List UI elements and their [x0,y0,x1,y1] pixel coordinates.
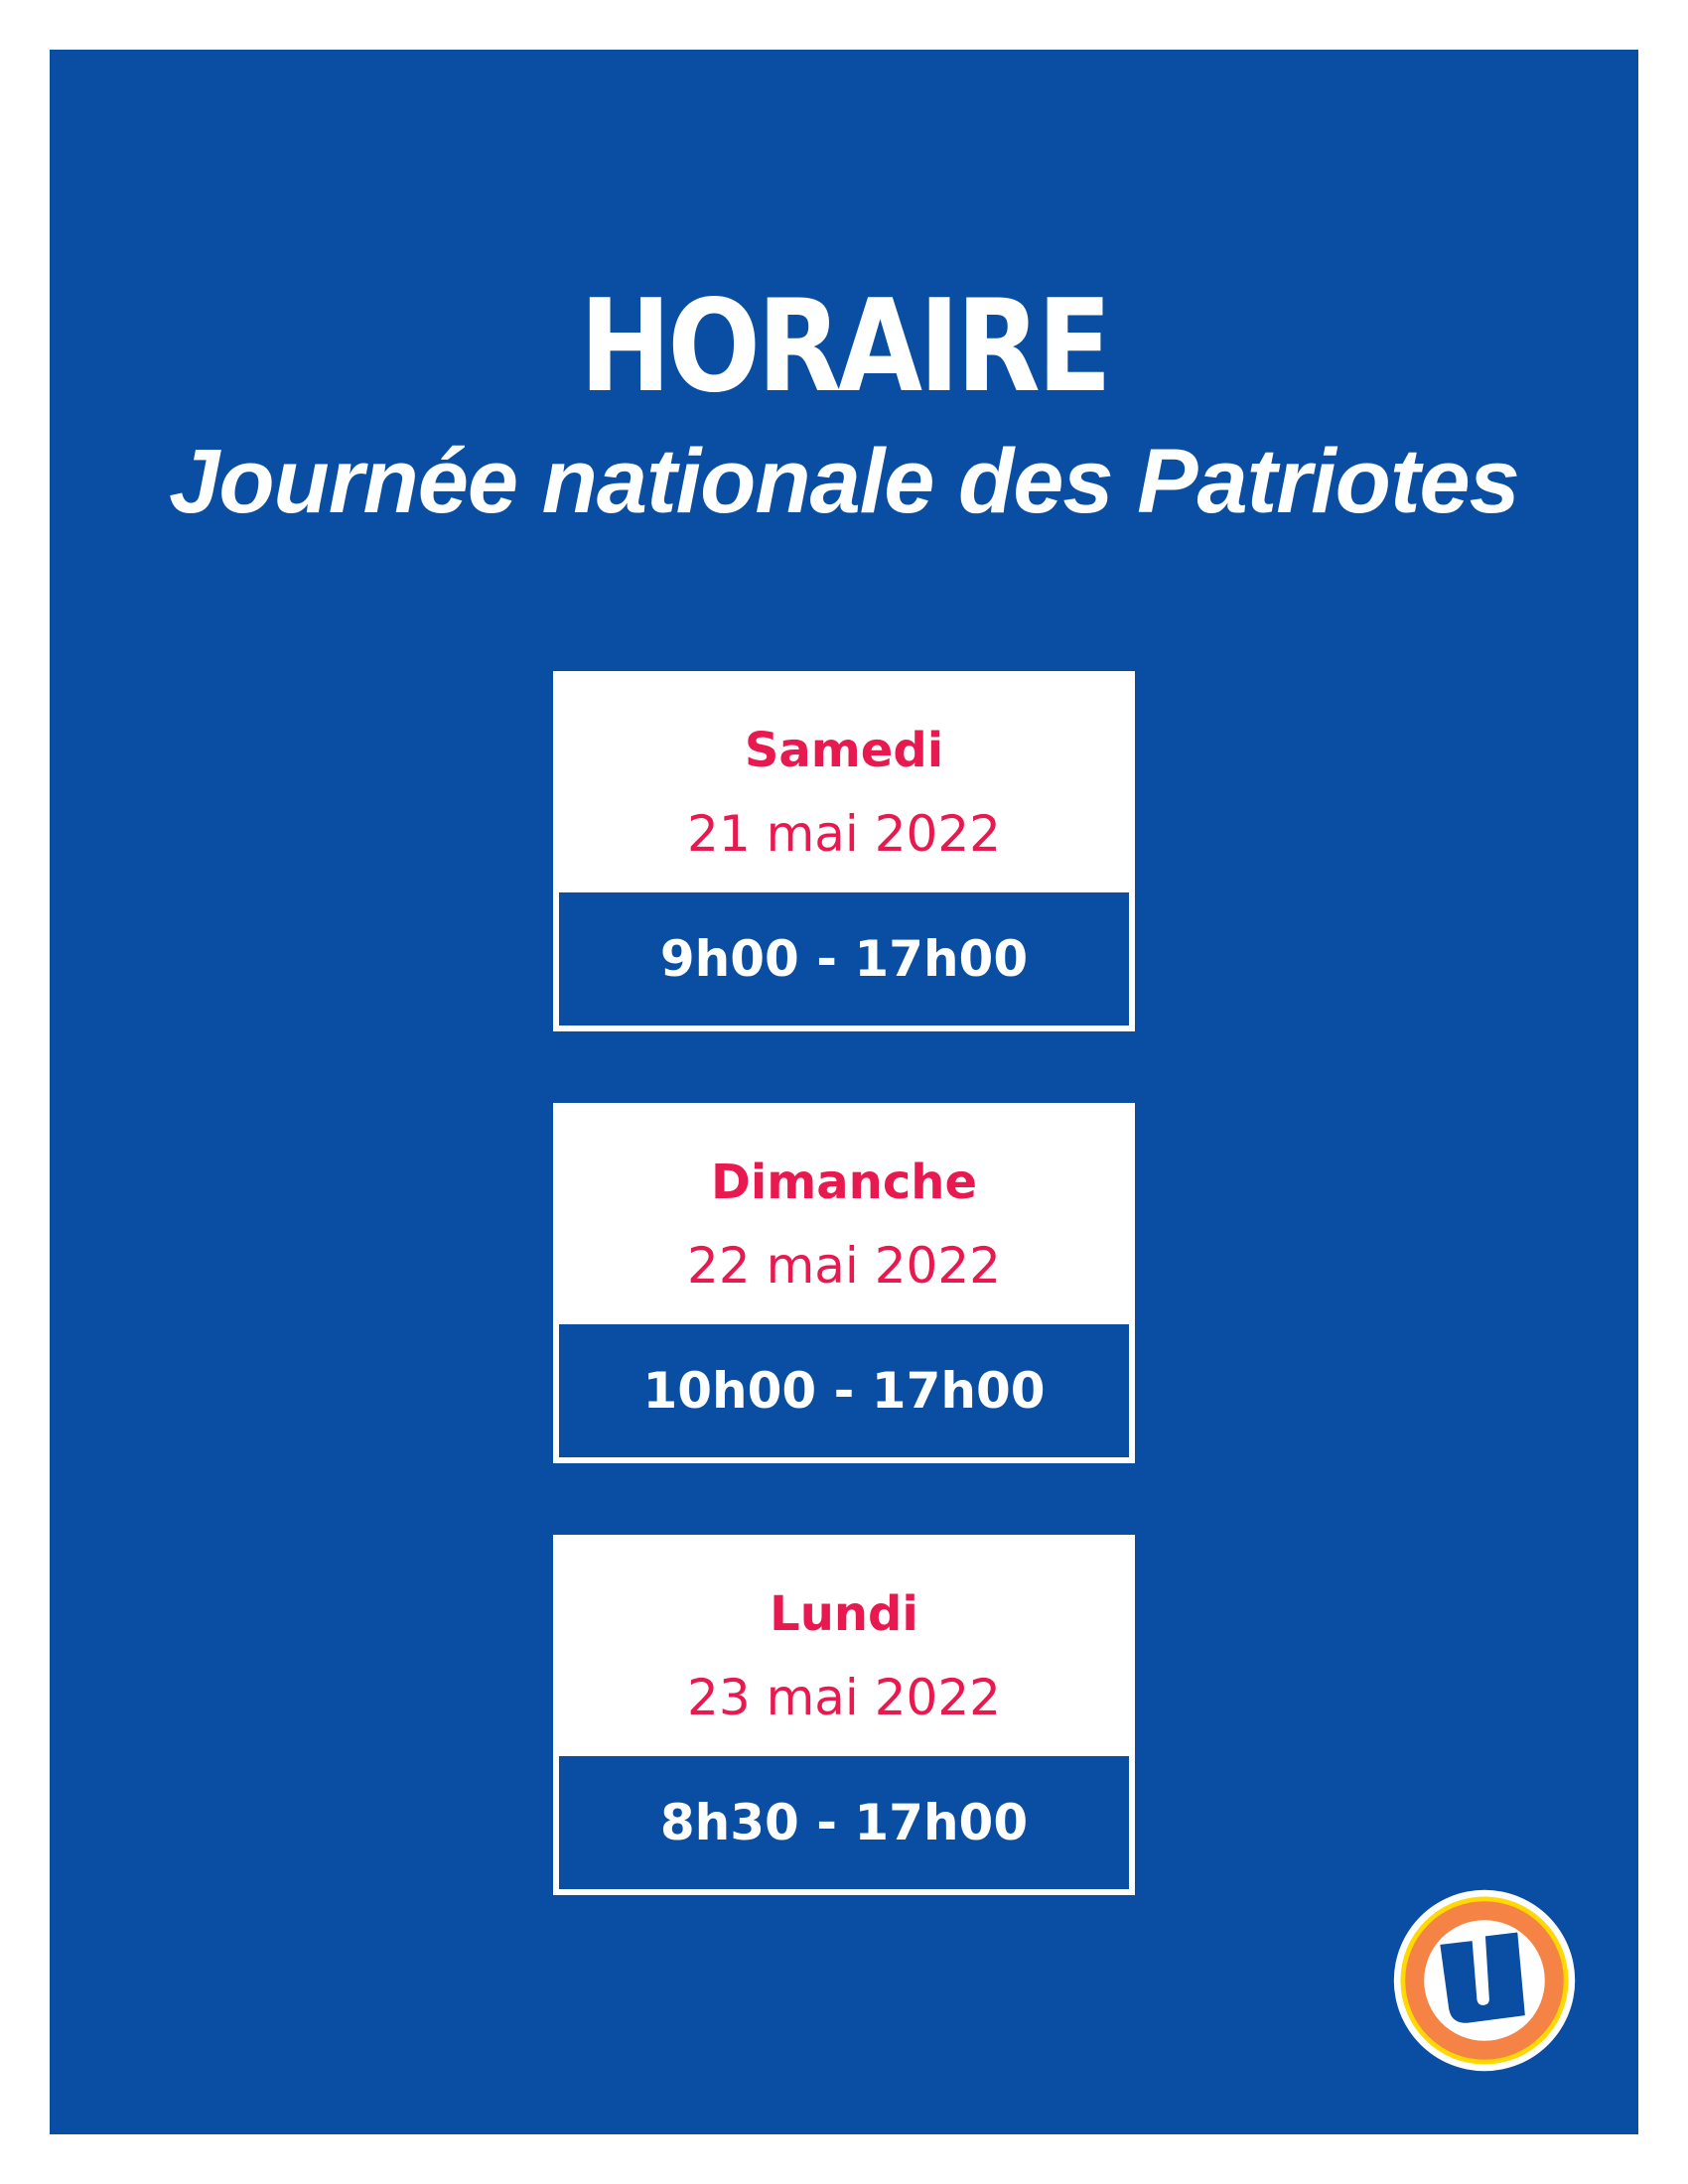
page-title: HORAIRE [579,273,1112,421]
date-label: 22 mai 2022 [687,1237,1001,1295]
date-label: 21 mai 2022 [687,805,1001,863]
day-label: Dimanche [710,1155,978,1210]
hours-label: 9h00 - 17h00 [559,892,1129,1025]
uniprix-logo-icon [1393,1889,1576,2072]
day-label: Samedi [744,723,944,778]
schedule-card-monday: Lundi 23 mai 2022 8h30 - 17h00 [553,1535,1135,1895]
day-label: Lundi [770,1586,918,1642]
schedule-card-saturday: Samedi 21 mai 2022 9h00 - 17h00 [553,671,1135,1031]
hours-label: 10h00 - 17h00 [559,1324,1129,1457]
hours-label: 8h30 - 17h00 [559,1756,1129,1889]
schedule-card-sunday: Dimanche 22 mai 2022 10h00 - 17h00 [553,1103,1135,1463]
date-label: 23 mai 2022 [687,1669,1001,1726]
page-subtitle: Journée nationale des Patriotes [169,431,1520,532]
